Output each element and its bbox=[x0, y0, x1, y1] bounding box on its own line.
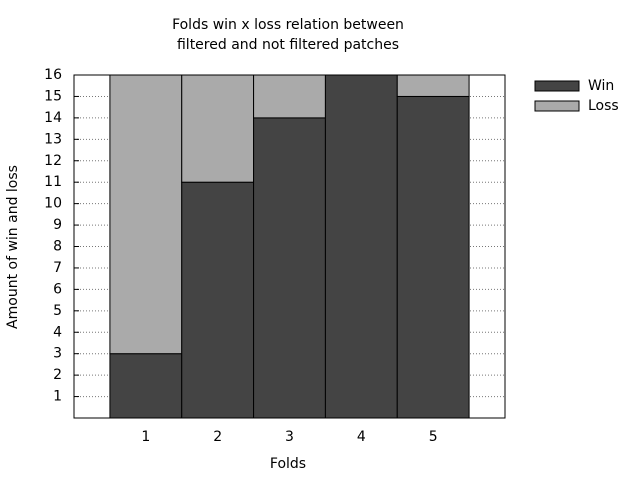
y-tick-label: 6 bbox=[53, 281, 62, 297]
y-tick-label: 2 bbox=[53, 367, 62, 383]
y-tick-label: 15 bbox=[44, 88, 62, 104]
y-tick-label: 8 bbox=[53, 239, 62, 255]
chart-title: filtered and not filtered patches bbox=[177, 37, 399, 53]
y-tick-label: 14 bbox=[44, 110, 62, 126]
y-tick-label: 10 bbox=[44, 196, 62, 212]
x-tick-label: 5 bbox=[429, 429, 438, 445]
y-tick-label: 12 bbox=[44, 153, 62, 169]
chart-title: Folds win x loss relation between bbox=[172, 17, 404, 33]
bar-segment bbox=[396, 95, 470, 419]
bar-segment bbox=[253, 74, 326, 119]
bar-segment bbox=[181, 74, 255, 183]
x-tick-label: 2 bbox=[213, 429, 222, 445]
bar-segment bbox=[109, 74, 183, 355]
bar-segment bbox=[181, 181, 255, 419]
y-axis-label: Amount of win and loss bbox=[5, 165, 21, 329]
bar-segment bbox=[324, 74, 398, 419]
x-tick-label: 3 bbox=[285, 429, 294, 445]
y-tick-label: 3 bbox=[53, 346, 62, 362]
legend-swatch bbox=[534, 100, 580, 112]
y-tick-label: 1 bbox=[53, 389, 62, 405]
y-tick-label: 7 bbox=[53, 260, 62, 276]
y-tick-label: 5 bbox=[53, 303, 62, 319]
legend-label: Loss bbox=[588, 98, 619, 114]
bar-segment bbox=[253, 117, 326, 419]
bar-segment bbox=[109, 353, 183, 419]
plot-frame bbox=[73, 74, 506, 419]
y-tick-label: 13 bbox=[44, 131, 62, 147]
x-axis-label: Folds bbox=[270, 456, 306, 472]
y-tick-label: 16 bbox=[44, 67, 62, 83]
x-tick-label: 1 bbox=[141, 429, 150, 445]
y-tick-label: 9 bbox=[53, 217, 62, 233]
legend-label: Win bbox=[588, 78, 614, 94]
x-tick-label: 4 bbox=[357, 429, 366, 445]
y-tick-label: 11 bbox=[44, 174, 62, 190]
y-tick-label: 4 bbox=[53, 324, 62, 340]
bar-segment bbox=[396, 74, 470, 97]
legend-swatch bbox=[534, 80, 580, 92]
